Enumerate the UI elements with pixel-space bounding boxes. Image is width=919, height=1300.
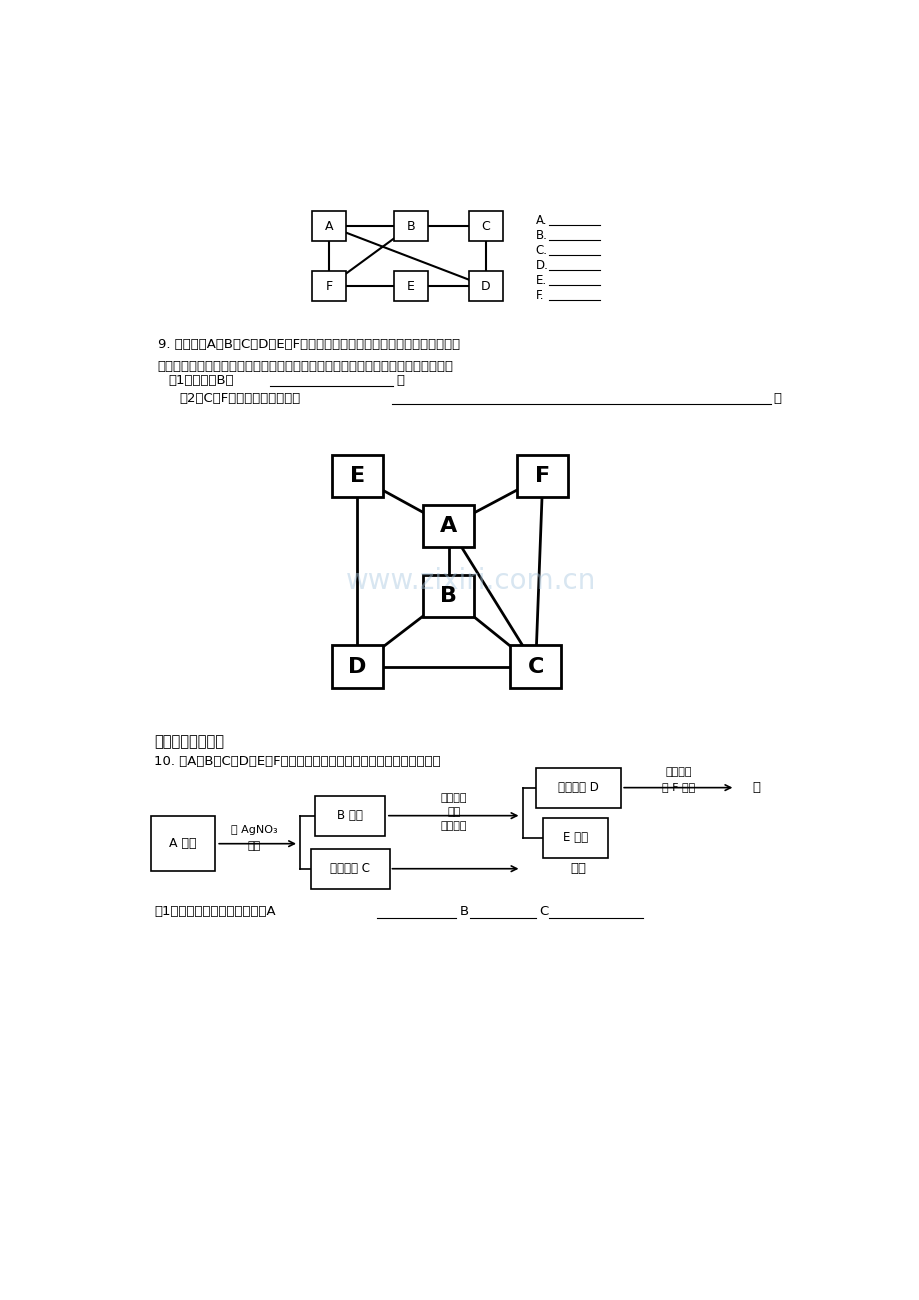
FancyBboxPatch shape: [332, 646, 382, 688]
Text: B: B: [406, 220, 414, 233]
FancyBboxPatch shape: [312, 272, 346, 302]
Text: A: A: [439, 516, 457, 537]
Text: B: B: [459, 905, 468, 918]
Text: 加稀硝酸: 加稀硝酸: [664, 767, 691, 776]
Text: （1）试推断各物质的化学式：A: （1）试推断各物质的化学式：A: [154, 905, 276, 918]
FancyBboxPatch shape: [315, 796, 385, 836]
Text: （2）C和F反应的化学方程式是: （2）C和F反应的化学方程式是: [179, 391, 301, 404]
FancyBboxPatch shape: [423, 506, 474, 547]
Text: A: A: [324, 220, 333, 233]
FancyBboxPatch shape: [423, 576, 474, 618]
Text: 加稀硫酸: 加稀硫酸: [440, 793, 467, 802]
Text: 白色沉淀 C: 白色沉淀 C: [330, 862, 369, 875]
Text: 不: 不: [752, 781, 760, 794]
Text: B: B: [439, 586, 457, 606]
Text: B 溶液: B 溶液: [337, 809, 363, 822]
Text: 。: 。: [773, 391, 781, 404]
Text: 过滤: 过滤: [447, 807, 460, 816]
Text: F.: F.: [535, 289, 543, 302]
FancyBboxPatch shape: [516, 455, 568, 498]
Text: 加 AgNO₃: 加 AgNO₃: [231, 824, 277, 835]
FancyBboxPatch shape: [542, 818, 607, 858]
Text: 不溶: 不溶: [570, 862, 585, 875]
FancyBboxPatch shape: [312, 211, 346, 240]
Text: C.: C.: [535, 243, 547, 256]
Text: E: E: [406, 280, 414, 292]
Text: 稀硫酸、氢氧化钙五种溶液和单质铁。凡用直线相连的两物质间均可发生化学反应。: 稀硫酸、氢氧化钙五种溶液和单质铁。凡用直线相连的两物质间均可发生化学反应。: [158, 360, 453, 373]
FancyBboxPatch shape: [393, 272, 427, 302]
Text: B.: B.: [535, 229, 547, 242]
Text: 四、框图式推断题: 四、框图式推断题: [154, 734, 224, 749]
Text: 。: 。: [396, 373, 404, 386]
Text: A.: A.: [535, 213, 547, 226]
Text: www.zixiri.com.cn: www.zixiri.com.cn: [346, 567, 596, 595]
Text: D: D: [348, 656, 366, 676]
Text: A 溶液: A 溶液: [169, 837, 197, 850]
Text: E 溶液: E 溶液: [562, 831, 587, 844]
Text: E.: E.: [535, 273, 546, 286]
Text: D: D: [481, 280, 490, 292]
FancyBboxPatch shape: [311, 849, 389, 889]
Text: C: C: [481, 220, 490, 233]
Text: D.: D.: [535, 259, 548, 272]
FancyBboxPatch shape: [468, 272, 503, 302]
FancyBboxPatch shape: [536, 767, 619, 807]
Text: C: C: [539, 905, 548, 918]
FancyBboxPatch shape: [509, 646, 561, 688]
FancyBboxPatch shape: [151, 816, 215, 871]
Text: 加稀硝酸: 加稀硝酸: [440, 820, 467, 831]
Text: （1）推断：B是: （1）推断：B是: [168, 373, 233, 386]
Text: 10. 有A、B、C、D、E、F六种化合物，它们在水溶液中反应关系如下：: 10. 有A、B、C、D、E、F六种化合物，它们在水溶液中反应关系如下：: [154, 755, 440, 768]
Text: 加 F 溶液: 加 F 溶液: [661, 781, 694, 792]
Text: F: F: [535, 467, 550, 486]
Text: C: C: [527, 656, 543, 676]
Text: 过滤: 过滤: [247, 841, 260, 850]
FancyBboxPatch shape: [393, 211, 427, 240]
FancyBboxPatch shape: [468, 211, 503, 240]
Text: 白色沉淀 D: 白色沉淀 D: [558, 781, 598, 794]
Text: 9. 下图里有A、B、C、D、E、F六种物质，它们是硝酸铜、碳酸钠、氯化钡、: 9. 下图里有A、B、C、D、E、F六种物质，它们是硝酸铜、碳酸钠、氯化钡、: [158, 338, 460, 351]
Text: E: E: [349, 467, 365, 486]
Text: F: F: [325, 280, 332, 292]
FancyBboxPatch shape: [332, 455, 382, 498]
